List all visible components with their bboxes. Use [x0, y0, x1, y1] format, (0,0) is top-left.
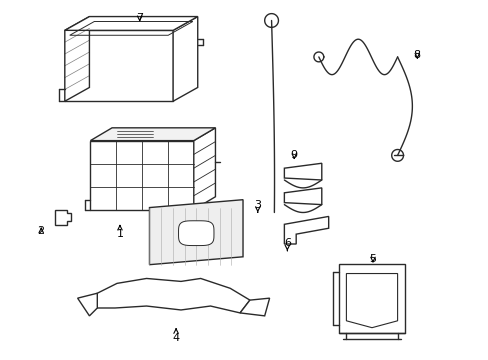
Text: 2: 2 [38, 226, 45, 236]
Polygon shape [338, 264, 405, 333]
Polygon shape [149, 200, 243, 265]
Polygon shape [65, 30, 173, 101]
Polygon shape [90, 128, 215, 141]
Polygon shape [284, 163, 321, 180]
Polygon shape [55, 210, 71, 225]
Polygon shape [284, 216, 328, 244]
Text: 5: 5 [369, 254, 376, 264]
Text: 4: 4 [172, 329, 179, 342]
Text: 1: 1 [116, 225, 123, 239]
Polygon shape [193, 128, 215, 210]
Polygon shape [78, 293, 97, 316]
Polygon shape [65, 17, 197, 30]
Polygon shape [173, 17, 197, 101]
Polygon shape [90, 141, 193, 210]
Text: 6: 6 [283, 238, 290, 251]
Polygon shape [240, 298, 269, 316]
Polygon shape [178, 221, 214, 246]
Text: 3: 3 [254, 199, 261, 212]
Polygon shape [284, 188, 321, 204]
Polygon shape [65, 17, 89, 101]
Text: 9: 9 [290, 150, 297, 161]
Polygon shape [97, 278, 249, 313]
Text: 8: 8 [413, 50, 420, 60]
FancyBboxPatch shape [115, 132, 139, 144]
Text: 7: 7 [136, 13, 143, 23]
